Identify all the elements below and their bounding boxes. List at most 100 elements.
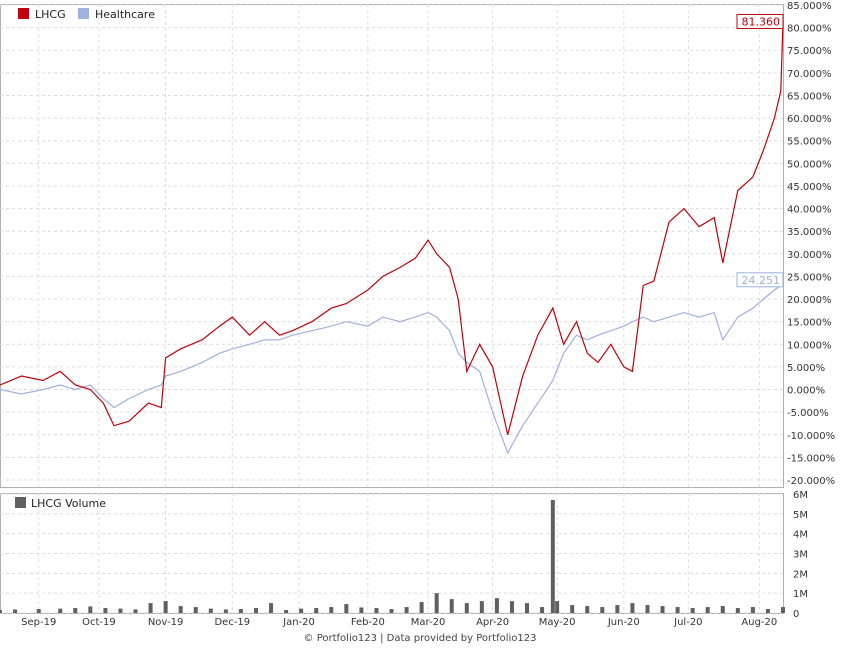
volume-y-tick-label: 1M [793,589,808,600]
x-tick-label: Apr-20 [476,617,509,628]
volume-bar [550,499,555,613]
volume-y-tick-label: 2M [793,569,808,580]
volume-bar [284,610,289,613]
volume-bar [193,607,198,613]
price-y-tick-label: -5.000% [787,408,829,419]
volume-bar [178,606,183,613]
volume-bar [314,608,319,613]
x-tick-label: Aug-20 [741,617,777,628]
price-y-tick-label: 70.000% [787,69,832,80]
price-y-tick-label: 75.000% [787,46,832,57]
volume-bar [88,606,93,613]
volume-bar [133,609,138,613]
x-tick-label: Nov-19 [148,617,184,628]
volume-bar [494,598,499,613]
volume-bar [630,603,635,613]
last-value-box [736,13,784,29]
legend-label-lhcg: LHCG [35,8,66,21]
price-y-tick-label: 25.000% [787,272,832,283]
volume-y-tick-label: 4M [793,530,808,541]
price-y-tick-label: 30.000% [787,250,832,261]
volume-bar [585,606,590,613]
volume-bar [238,609,243,613]
volume-bar [600,607,605,613]
volume-bar [464,603,469,613]
x-tick-label: Mar-20 [411,617,446,628]
volume-bar [253,608,258,613]
price-y-tick-label: 55.000% [787,137,832,148]
volume-bar [103,608,108,613]
volume-bar [208,608,213,613]
price-y-tick-label: 45.000% [787,182,832,193]
volume-bar [58,608,63,613]
x-tick-label: May-20 [539,617,576,628]
volume-bar [0,610,2,613]
volume-bar [735,608,740,613]
volume-bar [765,609,770,613]
volume-bar [329,607,334,613]
volume-y-tick-label: 6M [793,490,808,501]
volume-bar [359,607,364,613]
last-value-label: 81.360 [742,15,781,28]
volume-bar [434,593,439,613]
x-tick-label: Oct-19 [82,617,116,628]
volume-y-tick-label: 0 [793,609,799,620]
volume-bar [344,604,349,613]
legend-label-healthcare: Healthcare [95,8,155,21]
legend-swatch-volume [15,497,26,508]
volume-bar [570,605,575,613]
volume-bar [148,603,153,613]
volume-bar [720,606,725,613]
volume-y-tick-label: 3M [793,550,808,561]
volume-bar [269,603,274,613]
volume-bar [163,601,168,613]
price-y-tick-label: 85.000% [787,1,832,12]
volume-bar [509,601,514,613]
volume-bar [479,601,484,613]
price-y-tick-label: 40.000% [787,205,832,216]
last-value-healthcare: 24.251 [736,272,784,288]
volume-bar [675,607,680,613]
legend-swatch-lhcg [18,8,29,19]
price-y-tick-label: -10.000% [787,431,835,442]
volume-bar [645,605,650,613]
volume-bar [540,607,545,613]
volume-bar [389,609,394,613]
volume-bar [73,608,78,613]
volume-bar [374,608,379,613]
legend-swatch-healthcare [78,8,89,19]
series-line-healthcare [0,279,784,455]
last-value-box [736,272,784,288]
x-tick-label: Jun-20 [607,617,640,628]
price-y-tick-label: 65.000% [787,91,832,102]
volume-bar [750,607,755,613]
price-y-tick-label: 5.000% [787,363,825,374]
price-y-tick-label: 10.000% [787,340,832,351]
volume-bar [525,603,530,613]
volume-bar [781,607,785,613]
volume-bar [449,599,454,613]
x-tick-label: Jan-20 [282,617,315,628]
price-y-tick-label: -20.000% [787,476,835,487]
volume-bar [118,608,123,613]
series-line-lhcg [0,21,784,435]
last-value-label: 24.251 [742,274,781,287]
volume-y-tick-label: 5M [793,510,808,521]
price-y-tick-label: 50.000% [787,159,832,170]
footer-text: © Portfolio123 | Data provided by Portfo… [304,633,537,644]
volume-bar [404,607,409,613]
volume-bar [660,606,665,613]
volume-bar [615,605,620,613]
volume-bar [13,609,18,613]
price-y-tick-label: 60.000% [787,114,832,125]
volume-bar [690,608,695,613]
legend-label-volume: LHCG Volume [31,497,106,510]
last-value-lhcg: 81.360 [736,13,784,29]
x-tick-label: Feb-20 [351,617,385,628]
price-y-tick-label: -15.000% [787,453,835,464]
x-tick-label: Dec-19 [214,617,250,628]
x-tick-label: Sep-19 [21,617,56,628]
price-y-tick-label: 80.000% [787,24,832,35]
